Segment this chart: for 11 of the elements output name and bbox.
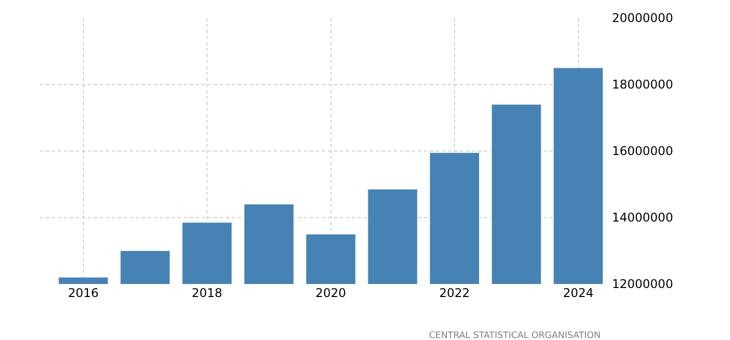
- y-tick-label: 18000000: [612, 78, 674, 92]
- y-tick-label: 20000000: [612, 11, 674, 26]
- text: CENTRAL STATISTICAL ORGANISATION: [429, 331, 601, 340]
- x-tick-label: 2024: [562, 286, 594, 300]
- y-tick-label: 14000000: [612, 210, 674, 225]
- y-tick-label: 16000000: [612, 144, 674, 158]
- x-tick-label: 2018: [192, 286, 222, 300]
- x-tick-label: 2016: [68, 286, 99, 300]
- x-tick-label: 2022: [439, 286, 470, 300]
- y-tick-label: 12000000: [612, 277, 674, 292]
- x-tick-label: 2020: [316, 286, 346, 300]
